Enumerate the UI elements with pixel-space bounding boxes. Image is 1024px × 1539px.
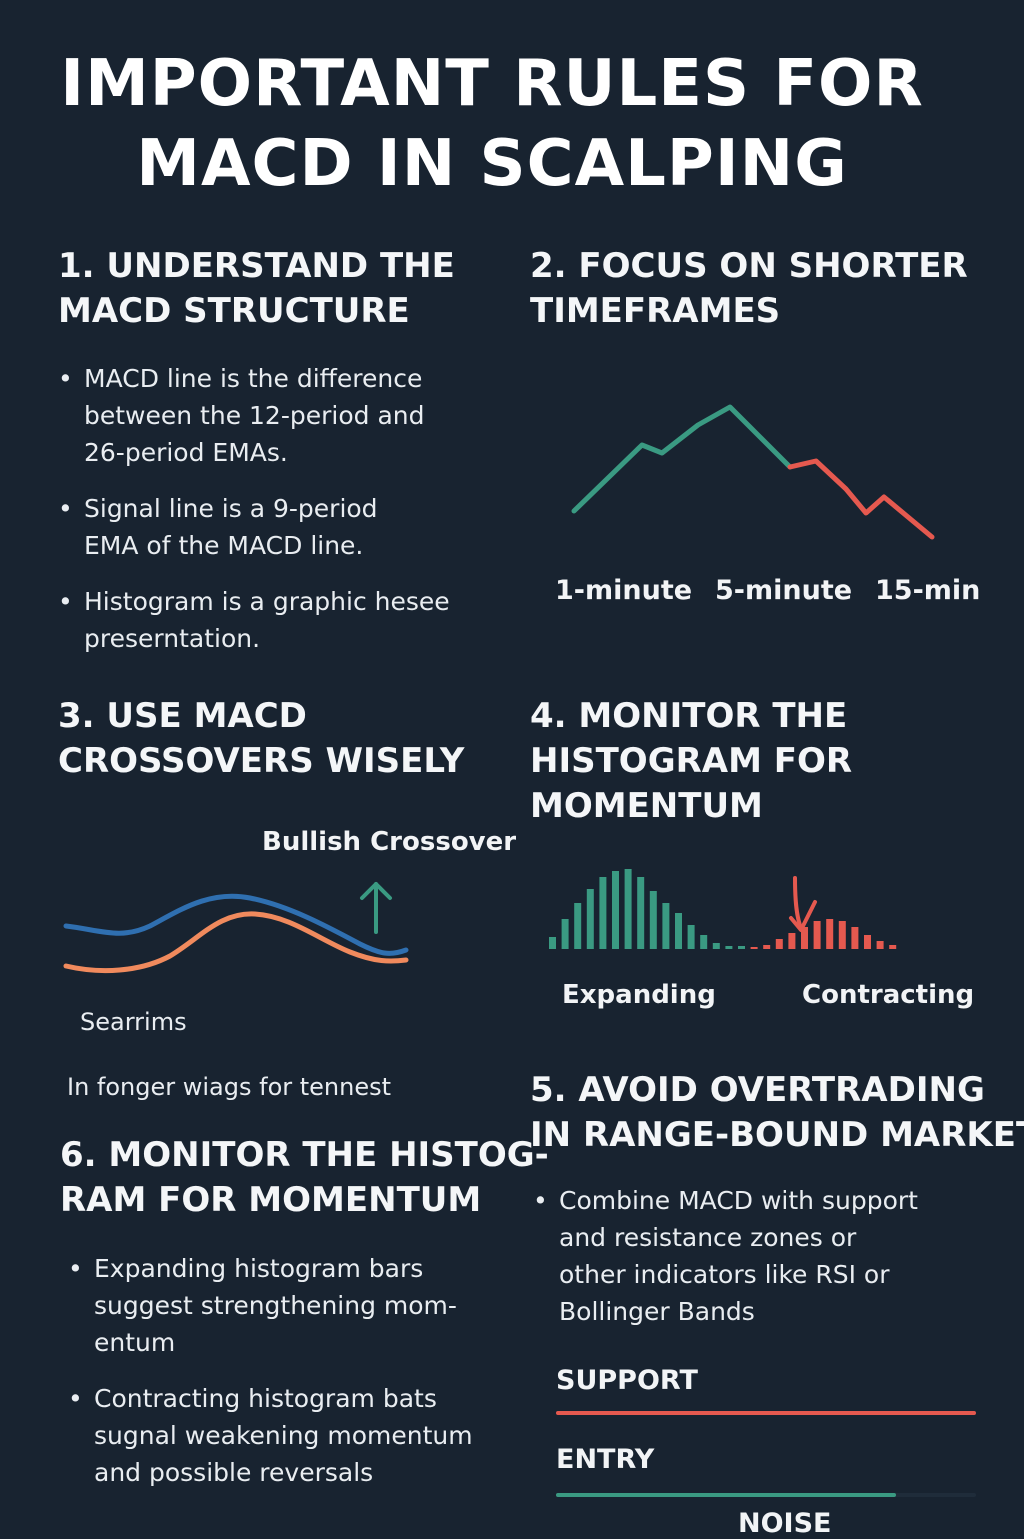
histogram-bar-positive: [738, 946, 745, 949]
crossover-note: In fonger wiags for tennest: [67, 1073, 392, 1101]
histogram-bar-positive: [574, 903, 582, 949]
arrow-down-icon: [789, 876, 817, 932]
signal-line: [63, 911, 409, 974]
histogram-bar-positive: [612, 871, 619, 949]
histogram-bar-positive: [561, 919, 569, 949]
histogram-bars: [549, 869, 897, 949]
timeframe-line-chart: [571, 404, 935, 540]
section-5-heading-line2: IN RANGE-BOUND MARKETS: [530, 1115, 1024, 1155]
entry-line: [556, 1493, 896, 1497]
expanding-label: Expanding: [562, 980, 716, 1010]
timeframe-line-up: [571, 404, 793, 514]
histogram-bar-positive: [549, 937, 556, 949]
section-6-bullet-list: Expanding histogram bars suggest strengt…: [68, 1250, 473, 1491]
section-1-heading: 1. UNDERSTAND THE MACD STRUCTURE: [58, 244, 455, 334]
arrow-up-icon: [360, 882, 392, 934]
histogram-bar-positive: [725, 946, 733, 949]
section-2-heading: 2. FOCUS ON SHORTER TIMEFRAMES: [530, 244, 968, 334]
section-1: 1. UNDERSTAND THE MACD STRUCTURE MACD li…: [58, 244, 455, 657]
section-5-heading: 5. AVOID OVERTRADING IN RANGE-BOUND MARK…: [530, 1068, 1024, 1158]
section-6-heading-line1: 6. MONITOR THE HISTOG-: [60, 1135, 549, 1175]
histogram-bar-positive: [649, 891, 657, 949]
momentum-histogram: [549, 869, 897, 949]
section-4-heading: 4. MONITOR THE HISTOGRAM FOR MOMENTUM: [530, 694, 852, 829]
histogram-bar-negative: [750, 947, 758, 949]
histogram-bar-negative: [838, 921, 846, 949]
section-6-heading-line2: RAM FOR MOMENTUM: [60, 1180, 482, 1220]
bullet-item: Histogram is a graphic hesee preserntati…: [58, 583, 455, 657]
bullet-item: Contracting histogram bats sugnal weaken…: [68, 1380, 473, 1491]
histogram-bar-negative: [864, 935, 871, 949]
support-line: [556, 1411, 976, 1415]
histogram-bar-positive: [624, 869, 632, 949]
page-title: IMPORTANT RULES FOR MACD IN SCALPING: [0, 44, 984, 204]
crossover-caption: Searrims: [80, 1008, 187, 1036]
histogram-bar-positive: [586, 889, 594, 949]
bullet-item: Expanding histogram bars suggest strengt…: [68, 1250, 473, 1361]
section-4-heading-line2: HISTOGRAM FOR: [530, 741, 853, 781]
histogram-bar-negative: [851, 927, 859, 949]
histogram-bar-negative: [889, 945, 897, 949]
histogram-bar-positive: [700, 935, 708, 949]
page-title-line1: IMPORTANT RULES FOR: [60, 47, 924, 121]
histogram-bar-negative: [763, 945, 771, 949]
histogram-bar-negative: [801, 927, 808, 949]
bullet-item: Combine MACD with support and resistance…: [533, 1182, 918, 1330]
entry-label: ENTRY: [556, 1444, 655, 1475]
section-3-heading-line1: 3. USE MACD: [58, 696, 307, 736]
section-1-heading-line2: MACD STRUCTURE: [58, 291, 410, 331]
noise-label: NOISE: [738, 1508, 832, 1539]
section-5-bullet-list: Combine MACD with support and resistance…: [533, 1182, 918, 1330]
histogram-bar-positive: [675, 913, 682, 949]
section-6-heading: 6. MONITOR THE HISTOG- RAM FOR MOMENTUM: [60, 1133, 549, 1223]
histogram-bar-positive: [687, 925, 695, 949]
histogram-bar-positive: [637, 877, 645, 949]
section-1-heading-line1: 1. UNDERSTAND THE: [58, 246, 455, 286]
macd-line: [63, 893, 409, 956]
section-2-heading-line1: 2. FOCUS ON SHORTER: [530, 246, 968, 286]
histogram-bar-negative: [826, 919, 834, 949]
timeframe-label-1: 1-minute: [555, 575, 693, 606]
bullet-item: MACD line is the difference between the …: [58, 360, 455, 471]
histogram-bar-positive: [712, 943, 720, 949]
contracting-label: Contracting: [802, 980, 975, 1010]
histogram-bar-positive: [599, 877, 607, 949]
histogram-bar-negative: [813, 921, 821, 949]
section-5-heading-line1: 5. AVOID OVERTRADING: [530, 1070, 985, 1110]
histogram-bar-positive: [662, 903, 670, 949]
support-label: SUPPORT: [556, 1365, 698, 1396]
section-4-heading-line1: 4. MONITOR THE: [530, 696, 848, 736]
page-title-line2: MACD IN SCALPING: [136, 127, 848, 201]
timeframe-label-3: 15-min: [875, 575, 981, 606]
bullish-crossover-label: Bullish Crossover: [262, 827, 517, 857]
histogram-bar-negative: [775, 939, 783, 949]
timeframe-label-2: 5-minute: [715, 575, 853, 606]
section-3-heading: 3. USE MACD CROSSOVERS WISELY: [58, 694, 464, 784]
section-2-heading-line2: TIMEFRAMES: [530, 291, 781, 331]
histogram-bar-negative: [876, 941, 884, 949]
section-4-heading-line3: MOMENTUM: [530, 786, 763, 826]
crossover-chart: [63, 882, 409, 974]
section-3-heading-line2: CROSSOVERS WISELY: [58, 741, 465, 781]
histogram-bar-negative: [788, 933, 796, 949]
section-1-bullet-list: MACD line is the difference between the …: [58, 360, 455, 657]
timeframe-line-down: [787, 458, 935, 540]
bullet-item: Signal line is a 9-period EMA of the MAC…: [58, 490, 455, 564]
